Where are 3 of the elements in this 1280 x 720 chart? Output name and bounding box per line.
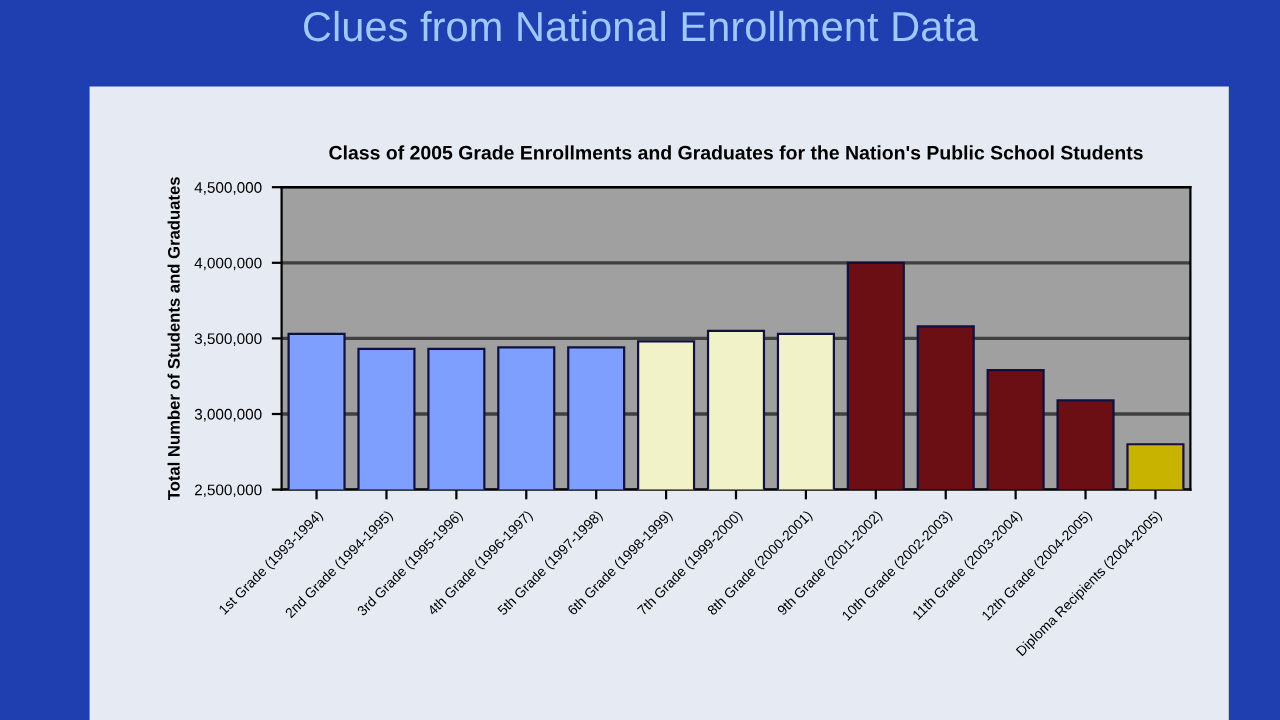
y-axis-title: Total Number of Students and Graduates	[167, 177, 180, 501]
text: Clues from National Enrollment Data	[304, 10, 979, 42]
chart-title: Class of 2005 Grade Enrollments and Graduates for the Nation's Public School Students	[329, 145, 1143, 160]
